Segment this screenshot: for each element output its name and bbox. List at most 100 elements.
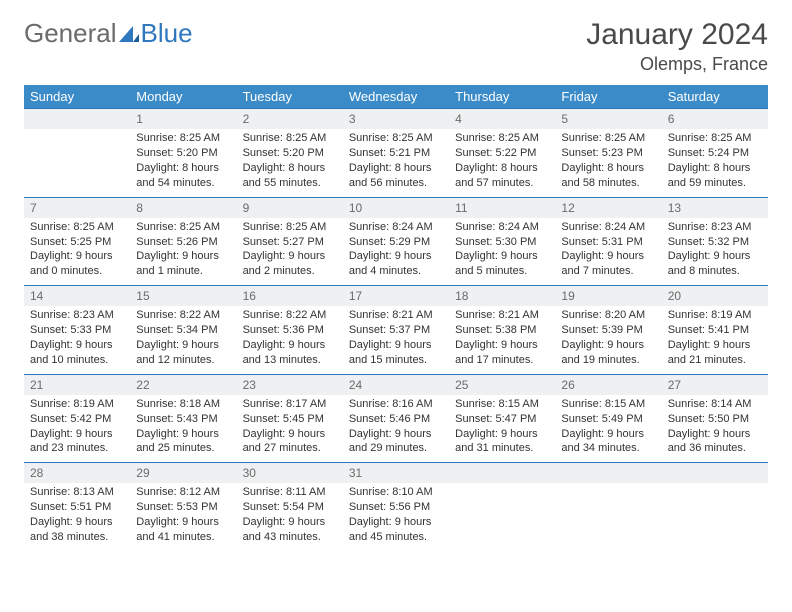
day-body: Sunrise: 8:24 AMSunset: 5:30 PMDaylight:…: [449, 218, 555, 285]
daylight-text: Daylight: 9 hours and 31 minutes.: [455, 427, 549, 457]
calendar-day-cell: 19Sunrise: 8:20 AMSunset: 5:39 PMDayligh…: [555, 285, 661, 374]
day-body: Sunrise: 8:12 AMSunset: 5:53 PMDaylight:…: [130, 483, 236, 550]
daylight-text: Daylight: 9 hours and 12 minutes.: [136, 338, 230, 368]
calendar-day-cell: 10Sunrise: 8:24 AMSunset: 5:29 PMDayligh…: [343, 197, 449, 286]
logo: General Blue: [24, 18, 193, 49]
sunrise-text: Sunrise: 8:25 AM: [136, 220, 230, 235]
day-number: 2: [237, 108, 343, 129]
day-body: Sunrise: 8:23 AMSunset: 5:32 PMDaylight:…: [662, 218, 768, 285]
daylight-text: Daylight: 9 hours and 10 minutes.: [30, 338, 124, 368]
calendar-day-cell: 25Sunrise: 8:15 AMSunset: 5:47 PMDayligh…: [449, 374, 555, 463]
day-body: Sunrise: 8:10 AMSunset: 5:56 PMDaylight:…: [343, 483, 449, 550]
calendar-week-row: 28Sunrise: 8:13 AMSunset: 5:51 PMDayligh…: [24, 462, 768, 551]
day-body: Sunrise: 8:25 AMSunset: 5:21 PMDaylight:…: [343, 129, 449, 196]
sunset-text: Sunset: 5:41 PM: [668, 323, 762, 338]
calendar-day-cell: 31Sunrise: 8:10 AMSunset: 5:56 PMDayligh…: [343, 462, 449, 551]
sunrise-text: Sunrise: 8:24 AM: [561, 220, 655, 235]
day-body: Sunrise: 8:25 AMSunset: 5:26 PMDaylight:…: [130, 218, 236, 285]
location-label: Olemps, France: [586, 54, 768, 75]
calendar-day-cell: [555, 462, 661, 551]
sunrise-text: Sunrise: 8:25 AM: [561, 131, 655, 146]
day-body: Sunrise: 8:13 AMSunset: 5:51 PMDaylight:…: [24, 483, 130, 550]
logo-text-blue: Blue: [141, 18, 193, 49]
daylight-text: Daylight: 8 hours and 59 minutes.: [668, 161, 762, 191]
day-body: Sunrise: 8:18 AMSunset: 5:43 PMDaylight:…: [130, 395, 236, 462]
calendar-day-cell: [449, 462, 555, 551]
daylight-text: Daylight: 9 hours and 2 minutes.: [243, 249, 337, 279]
calendar-day-cell: [662, 462, 768, 551]
weekday-header: Saturday: [662, 85, 768, 108]
calendar-day-cell: 7Sunrise: 8:25 AMSunset: 5:25 PMDaylight…: [24, 197, 130, 286]
day-number: 27: [662, 374, 768, 395]
daylight-text: Daylight: 9 hours and 15 minutes.: [349, 338, 443, 368]
day-number: 8: [130, 197, 236, 218]
calendar-day-cell: 16Sunrise: 8:22 AMSunset: 5:36 PMDayligh…: [237, 285, 343, 374]
day-body: Sunrise: 8:24 AMSunset: 5:29 PMDaylight:…: [343, 218, 449, 285]
calendar-day-cell: 27Sunrise: 8:14 AMSunset: 5:50 PMDayligh…: [662, 374, 768, 463]
daylight-text: Daylight: 9 hours and 34 minutes.: [561, 427, 655, 457]
sunset-text: Sunset: 5:27 PM: [243, 235, 337, 250]
day-number: 19: [555, 285, 661, 306]
calendar-day-cell: 4Sunrise: 8:25 AMSunset: 5:22 PMDaylight…: [449, 108, 555, 197]
day-number: 11: [449, 197, 555, 218]
day-number: 5: [555, 108, 661, 129]
day-number: 21: [24, 374, 130, 395]
sunset-text: Sunset: 5:37 PM: [349, 323, 443, 338]
calendar-day-cell: 21Sunrise: 8:19 AMSunset: 5:42 PMDayligh…: [24, 374, 130, 463]
sunrise-text: Sunrise: 8:25 AM: [136, 131, 230, 146]
calendar-table: Sunday Monday Tuesday Wednesday Thursday…: [24, 85, 768, 551]
sunrise-text: Sunrise: 8:15 AM: [455, 397, 549, 412]
calendar-day-cell: 23Sunrise: 8:17 AMSunset: 5:45 PMDayligh…: [237, 374, 343, 463]
calendar-day-cell: 22Sunrise: 8:18 AMSunset: 5:43 PMDayligh…: [130, 374, 236, 463]
sunset-text: Sunset: 5:54 PM: [243, 500, 337, 515]
calendar-day-cell: 28Sunrise: 8:13 AMSunset: 5:51 PMDayligh…: [24, 462, 130, 551]
day-number: 3: [343, 108, 449, 129]
calendar-day-cell: 17Sunrise: 8:21 AMSunset: 5:37 PMDayligh…: [343, 285, 449, 374]
sunrise-text: Sunrise: 8:12 AM: [136, 485, 230, 500]
daylight-text: Daylight: 9 hours and 21 minutes.: [668, 338, 762, 368]
calendar-day-cell: [24, 108, 130, 197]
day-number: 14: [24, 285, 130, 306]
calendar-day-cell: 8Sunrise: 8:25 AMSunset: 5:26 PMDaylight…: [130, 197, 236, 286]
calendar-day-cell: 6Sunrise: 8:25 AMSunset: 5:24 PMDaylight…: [662, 108, 768, 197]
day-number: 24: [343, 374, 449, 395]
calendar-day-cell: 15Sunrise: 8:22 AMSunset: 5:34 PMDayligh…: [130, 285, 236, 374]
day-body: Sunrise: 8:25 AMSunset: 5:20 PMDaylight:…: [130, 129, 236, 196]
daylight-text: Daylight: 9 hours and 45 minutes.: [349, 515, 443, 545]
sunset-text: Sunset: 5:23 PM: [561, 146, 655, 161]
day-number: 22: [130, 374, 236, 395]
calendar-day-cell: 18Sunrise: 8:21 AMSunset: 5:38 PMDayligh…: [449, 285, 555, 374]
calendar-week-row: 7Sunrise: 8:25 AMSunset: 5:25 PMDaylight…: [24, 197, 768, 286]
daylight-text: Daylight: 9 hours and 41 minutes.: [136, 515, 230, 545]
day-number: 15: [130, 285, 236, 306]
calendar-day-cell: 12Sunrise: 8:24 AMSunset: 5:31 PMDayligh…: [555, 197, 661, 286]
sunrise-text: Sunrise: 8:11 AM: [243, 485, 337, 500]
day-number: 1: [130, 108, 236, 129]
sunrise-text: Sunrise: 8:25 AM: [243, 131, 337, 146]
sunset-text: Sunset: 5:30 PM: [455, 235, 549, 250]
day-body: [449, 483, 555, 491]
day-number: 12: [555, 197, 661, 218]
sunset-text: Sunset: 5:22 PM: [455, 146, 549, 161]
weekday-header: Sunday: [24, 85, 130, 108]
daylight-text: Daylight: 9 hours and 1 minute.: [136, 249, 230, 279]
sunset-text: Sunset: 5:56 PM: [349, 500, 443, 515]
sunset-text: Sunset: 5:53 PM: [136, 500, 230, 515]
day-number: 10: [343, 197, 449, 218]
sunset-text: Sunset: 5:36 PM: [243, 323, 337, 338]
weekday-header: Monday: [130, 85, 236, 108]
sunrise-text: Sunrise: 8:23 AM: [30, 308, 124, 323]
day-body: [24, 129, 130, 137]
daylight-text: Daylight: 9 hours and 4 minutes.: [349, 249, 443, 279]
day-body: Sunrise: 8:21 AMSunset: 5:37 PMDaylight:…: [343, 306, 449, 373]
sunset-text: Sunset: 5:20 PM: [136, 146, 230, 161]
sunrise-text: Sunrise: 8:25 AM: [30, 220, 124, 235]
day-body: Sunrise: 8:20 AMSunset: 5:39 PMDaylight:…: [555, 306, 661, 373]
day-number: 26: [555, 374, 661, 395]
daylight-text: Daylight: 8 hours and 56 minutes.: [349, 161, 443, 191]
daylight-text: Daylight: 9 hours and 8 minutes.: [668, 249, 762, 279]
calendar-day-cell: 26Sunrise: 8:15 AMSunset: 5:49 PMDayligh…: [555, 374, 661, 463]
day-body: Sunrise: 8:15 AMSunset: 5:47 PMDaylight:…: [449, 395, 555, 462]
sunset-text: Sunset: 5:46 PM: [349, 412, 443, 427]
calendar-day-cell: 29Sunrise: 8:12 AMSunset: 5:53 PMDayligh…: [130, 462, 236, 551]
